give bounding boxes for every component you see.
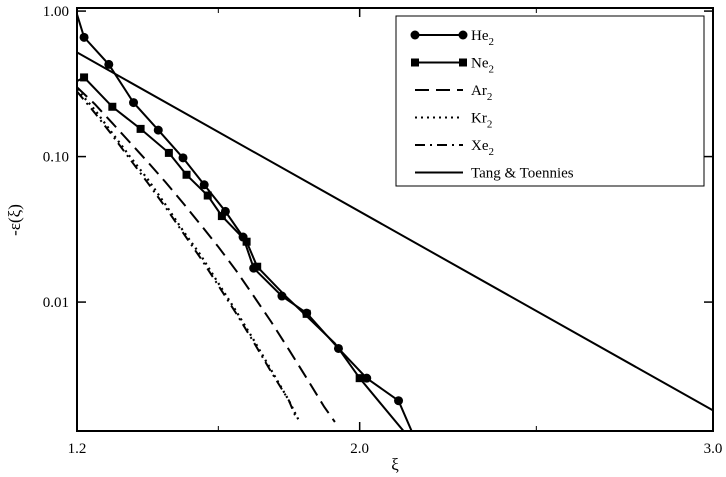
series-line-he2	[77, 14, 413, 431]
ticks-layer: 1.2 2.0 3.0 0.01 0.10 1.00	[43, 4, 723, 457]
legend-marker-he2	[458, 30, 468, 40]
marker-he2	[79, 32, 89, 42]
marker-he2	[362, 373, 372, 383]
marker-ne2	[217, 212, 226, 221]
x-tick-label: 1.2	[68, 441, 87, 457]
series-line-ar2	[77, 86, 336, 423]
marker-ne2	[242, 237, 251, 246]
marker-ne2	[355, 374, 364, 383]
y-tick-label: 0.01	[43, 295, 69, 311]
marker-ne2	[80, 73, 89, 82]
y-axis-label: -ε(ξ)	[5, 204, 24, 236]
marker-ne2	[136, 124, 145, 133]
marker-he2	[394, 396, 404, 406]
marker-ne2	[108, 102, 117, 111]
x-tick-label: 3.0	[704, 441, 723, 457]
series-layer	[77, 14, 713, 431]
legend-marker-he2	[410, 30, 420, 40]
legend-marker-ne2	[411, 58, 419, 67]
legend-label-xe2: Xe2	[471, 138, 494, 158]
series-line-xe2	[77, 90, 298, 419]
marker-ne2	[164, 148, 173, 157]
marker-ne2	[182, 170, 191, 179]
marker-he2	[199, 180, 209, 190]
series-line-ne2	[77, 76, 405, 431]
legend-box	[395, 15, 705, 187]
series-line-tang-toennies	[77, 51, 713, 412]
legend-label-ne2: Ne2	[471, 56, 494, 76]
y-tick-label: 0.10	[43, 150, 69, 166]
x-tick-label: 2.0	[350, 441, 369, 457]
marker-he2	[104, 59, 114, 69]
y-tick-label: 1.00	[43, 4, 69, 20]
marker-he2	[153, 125, 163, 135]
series-line-kr2	[77, 88, 301, 423]
legend-label-tang-toennies: Tang & Toennies	[471, 166, 574, 182]
plot-frame	[76, 7, 714, 432]
marker-ne2	[203, 191, 212, 200]
marker-he2	[178, 153, 188, 163]
legend-marker-ne2	[459, 58, 467, 67]
marker-he2	[129, 98, 139, 108]
x-axis-label: ξ	[391, 455, 399, 474]
marker-ne2	[253, 262, 262, 271]
legend-label-he2: He2	[471, 28, 494, 48]
marker-ne2	[302, 309, 311, 318]
